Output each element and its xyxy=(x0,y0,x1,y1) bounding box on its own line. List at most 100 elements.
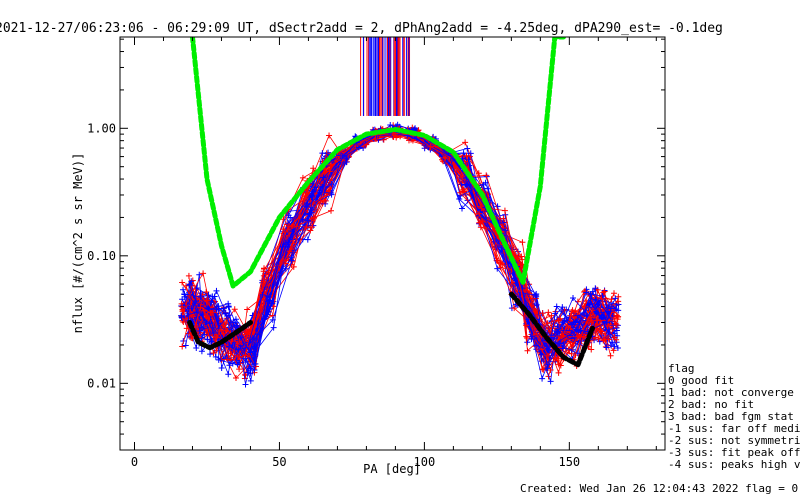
data-point-marker xyxy=(179,279,186,286)
data-point-marker xyxy=(186,282,193,289)
data-point-marker xyxy=(478,205,485,212)
data-point-marker xyxy=(464,145,471,152)
data-point-marker xyxy=(309,200,316,207)
legend-entry: -2 sus: not symmetric xyxy=(668,434,800,447)
data-point-marker xyxy=(286,248,293,255)
data-point-marker xyxy=(206,320,213,327)
x-axis-label: PA [deg] xyxy=(363,462,421,476)
data-point-marker xyxy=(212,353,219,360)
data-point-marker xyxy=(539,310,546,317)
data-point-marker xyxy=(225,312,232,319)
x-tick-label: 150 xyxy=(558,455,580,469)
data-point-marker xyxy=(249,335,256,342)
data-point-marker xyxy=(607,305,614,312)
data-point-marker xyxy=(304,236,311,243)
data-point-marker xyxy=(559,304,566,311)
data-point-marker xyxy=(305,217,312,224)
legend-title: flag xyxy=(668,362,695,375)
data-point-marker xyxy=(587,291,594,298)
data-point-marker xyxy=(307,227,314,234)
data-point-marker xyxy=(387,121,394,128)
data-point-marker xyxy=(339,153,346,160)
data-point-marker xyxy=(519,239,526,246)
data-point-marker xyxy=(196,328,203,335)
data-point-marker xyxy=(263,271,270,278)
data-point-marker xyxy=(210,330,217,337)
data-point-marker xyxy=(310,214,317,221)
axes-layer: 0 50 100 150 0.01 0.10 1.00 xyxy=(87,37,665,469)
plot-frame xyxy=(119,36,666,451)
data-point-marker xyxy=(477,219,484,226)
data-point-marker xyxy=(605,336,612,343)
data-point-marker xyxy=(588,346,595,353)
data-point-marker xyxy=(519,256,526,263)
data-point-marker xyxy=(561,317,568,324)
data-point-marker xyxy=(571,334,578,341)
data-point-marker xyxy=(225,371,232,378)
data-point-marker xyxy=(328,190,335,197)
wing-fit-curve xyxy=(508,291,595,368)
data-point-marker xyxy=(596,338,603,345)
data-point-marker xyxy=(459,188,466,195)
data-point-marker xyxy=(192,298,199,305)
data-point-marker xyxy=(218,365,225,372)
data-point-marker xyxy=(178,314,185,321)
data-point-marker xyxy=(373,135,380,142)
data-point-marker xyxy=(288,257,295,264)
data-point-marker xyxy=(608,296,615,303)
legend-entry: 2 bad: no fit xyxy=(668,398,754,411)
data-point-marker xyxy=(201,331,208,338)
data-point-marker xyxy=(213,287,220,294)
data-point-marker xyxy=(197,304,204,311)
data-point-marker xyxy=(613,312,620,319)
data-point-marker xyxy=(523,333,530,340)
legend-entry: -3 sus: fit peak off 9 xyxy=(668,446,800,459)
data-point-marker xyxy=(588,300,595,307)
data-point-marker xyxy=(310,165,317,172)
data-point-marker xyxy=(282,260,289,267)
data-point-marker xyxy=(319,183,326,190)
data-point-marker xyxy=(269,316,276,323)
data-point-marker xyxy=(615,307,622,314)
data-point-marker xyxy=(188,278,195,285)
wing-fit-curve xyxy=(187,320,253,351)
data-point-marker xyxy=(270,324,277,331)
data-point-marker xyxy=(592,285,599,292)
data-point-marker xyxy=(463,181,470,188)
data-point-marker xyxy=(242,381,249,388)
data-point-marker xyxy=(225,350,232,357)
distribution-line xyxy=(186,129,618,351)
footer-created: Created: Wed Jan 26 12:04:43 2022 flag =… xyxy=(520,482,798,495)
data-point-marker xyxy=(548,334,555,341)
data-point-marker xyxy=(511,275,518,282)
data-point-marker xyxy=(610,347,617,354)
data-point-marker xyxy=(308,192,315,199)
data-point-marker xyxy=(612,295,619,302)
y-tick-label: 0.10 xyxy=(87,249,116,263)
data-point-marker xyxy=(226,362,233,369)
data-point-marker xyxy=(514,248,521,255)
data-point-marker xyxy=(544,320,551,327)
data-point-marker xyxy=(532,307,539,314)
data-point-marker xyxy=(595,335,602,342)
data-point-marker xyxy=(497,259,504,266)
data-point-marker xyxy=(602,343,609,350)
data-point-marker xyxy=(607,352,614,359)
distribution-line xyxy=(185,128,617,342)
data-point-marker xyxy=(568,350,575,357)
data-point-marker xyxy=(547,367,554,374)
data-point-marker xyxy=(236,354,243,361)
data-point-marker xyxy=(301,195,308,202)
data-point-marker xyxy=(480,181,487,188)
data-point-marker xyxy=(234,361,241,368)
data-point-marker xyxy=(343,155,350,162)
legend-entry: -4 sus: peaks high va xyxy=(668,458,800,471)
data-point-marker xyxy=(259,291,266,298)
data-point-marker xyxy=(181,290,188,297)
data-point-marker xyxy=(524,347,531,354)
data-point-marker xyxy=(328,207,335,214)
data-point-marker xyxy=(260,268,267,275)
data-point-marker xyxy=(282,265,289,272)
data-point-marker xyxy=(412,125,419,132)
legend-entry: -1 sus: far off median xyxy=(668,422,800,435)
